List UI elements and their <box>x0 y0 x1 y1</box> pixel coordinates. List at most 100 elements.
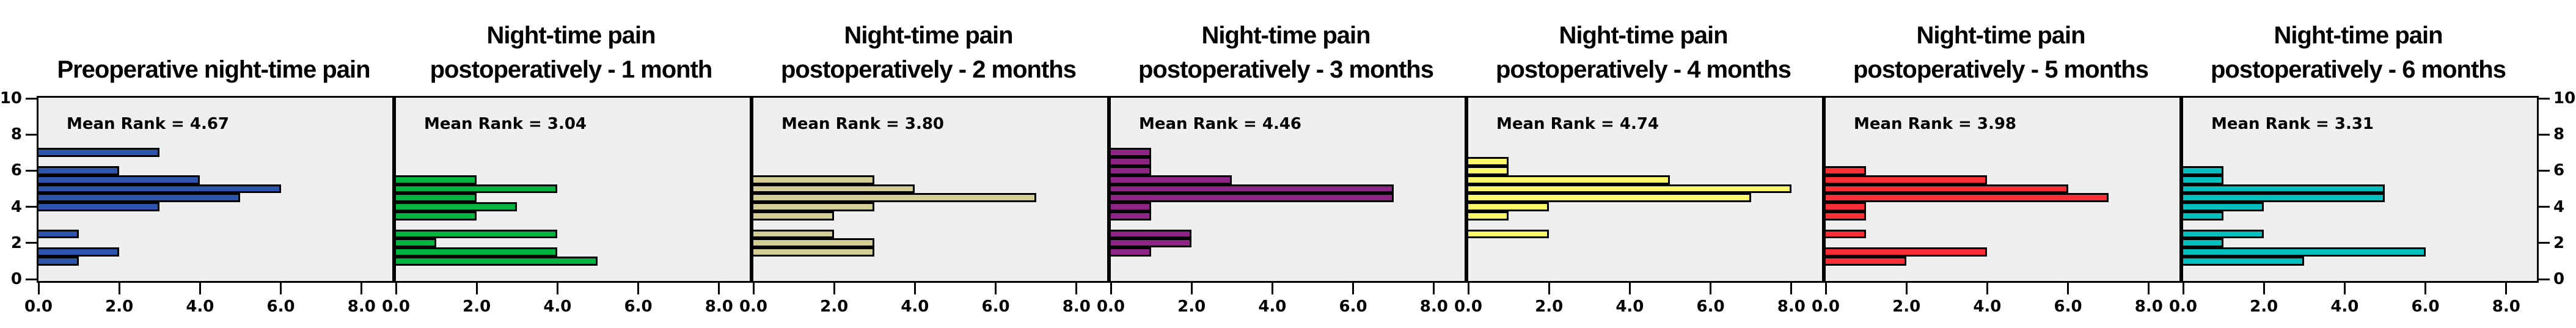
x-axis-tick-label: 6.0 <box>981 297 1010 316</box>
y-axis-tick <box>2539 133 2550 136</box>
x-axis-tick-label: 0.0 <box>24 297 53 316</box>
x-axis-tick-label: 8.0 <box>347 297 376 316</box>
x-axis-tick <box>833 283 835 294</box>
x-axis-tick-label: 0.0 <box>1454 297 1483 316</box>
x-axis-tick-label: 2.0 <box>1535 297 1564 316</box>
x-axis-tick-label: 8.0 <box>704 297 733 316</box>
y-axis-tick-label: 4 <box>2553 197 2565 216</box>
histogram-bar <box>1111 193 1394 203</box>
mean-rank-label: Mean Rank = 4.74 <box>1496 115 1659 133</box>
histogram-bar <box>38 184 281 194</box>
y-axis-tick <box>2539 242 2550 244</box>
x-axis-tick-label: 4.0 <box>1973 297 2002 316</box>
y-axis-tick-label: 10 <box>2553 89 2576 108</box>
x-axis-tick <box>1986 283 1988 294</box>
panel-title-line: Night-time pain <box>1559 22 1728 49</box>
panel-plot-1: Mean Rank = 4.67 0.0 2.0 4.0 6.0 8.0 0 2 4 6 8 10 <box>0 89 394 316</box>
histogram-bar <box>38 148 160 158</box>
y-axis-tick <box>26 242 37 244</box>
histogram-bar <box>1111 166 1152 175</box>
y-axis-tick-label: 2 <box>10 233 22 252</box>
x-axis-tick <box>395 283 397 294</box>
histogram-bar <box>1468 202 1550 211</box>
x-axis-tick <box>1433 283 1435 294</box>
histogram-bar <box>1826 175 1988 184</box>
panel-title-line: Preoperative night-time pain <box>57 56 370 83</box>
x-axis-tick <box>995 283 997 294</box>
panel-title: Night-time pain postoperatively - 6 month… <box>2179 7 2537 87</box>
histogram-bar <box>2183 247 2426 257</box>
panel-title-line: postoperatively - 2 months <box>781 56 1077 83</box>
mean-rank-label: Mean Rank = 3.80 <box>781 115 945 133</box>
panel-title-line: Night-time pain <box>1916 22 2085 49</box>
x-axis-tick <box>2148 283 2150 294</box>
y-axis-tick-label: 0 <box>10 270 22 288</box>
panel-plot-6: Mean Rank = 3.98 0.0 2.0 4.0 6.0 8.0 <box>1812 96 2181 316</box>
x-axis-tick <box>1190 283 1193 294</box>
histogram-bar <box>1826 257 1907 266</box>
histogram-bar <box>753 193 1036 203</box>
panel-title: Night-time pain postoperatively - 1 month <box>392 7 750 87</box>
x-axis-tick-label: 0.0 <box>739 297 768 316</box>
x-axis-tick-label: 6.0 <box>1339 297 1367 316</box>
x-axis-tick <box>1790 283 1793 294</box>
y-axis-tick-label: 10 <box>0 89 22 108</box>
x-axis-tick <box>718 283 720 294</box>
histogram-bar <box>1826 211 1867 220</box>
y-axis-tick-label: 4 <box>10 197 22 216</box>
x-axis-tick-label: 8.0 <box>2492 297 2520 316</box>
histogram-bar <box>2183 211 2224 220</box>
histogram-bar <box>1468 157 1509 166</box>
x-axis-tick-label: 4.0 <box>2330 297 2359 316</box>
histogram-bar <box>753 175 875 184</box>
histogram-bar <box>1468 229 1550 239</box>
histogram-bar <box>1826 184 2068 194</box>
histogram-bar <box>396 238 437 248</box>
histogram-bar <box>2183 175 2224 184</box>
y-axis-tick <box>2539 278 2550 280</box>
y-axis-tick-label: 0 <box>2553 270 2565 288</box>
x-axis-tick <box>2424 283 2427 294</box>
panel-title-line: Night-time pain <box>486 22 656 49</box>
panel-title-line: postoperatively - 3 months <box>1138 56 1434 83</box>
x-axis-tick <box>1548 283 1550 294</box>
x-axis-tick-label: 4.0 <box>1615 297 1644 316</box>
histogram-bar <box>1111 229 1192 239</box>
panel-title: Night-time pain postoperatively - 2 month… <box>750 7 1107 87</box>
x-axis-tick-label: 8.0 <box>1419 297 1448 316</box>
y-axis-tick <box>2539 97 2550 100</box>
y-axis-tick <box>2539 169 2550 172</box>
y-axis-tick-label: 2 <box>2553 233 2565 252</box>
histogram-bar <box>2183 193 2385 203</box>
histogram-bar <box>1826 202 1867 211</box>
x-axis-tick-label: 0.0 <box>2168 297 2198 316</box>
histogram-bar <box>396 257 598 266</box>
y-axis-tick <box>26 133 37 136</box>
histogram-bar <box>396 193 477 203</box>
y-axis-tick <box>26 97 37 100</box>
histogram-bar <box>1468 184 1791 194</box>
histogram-bar <box>38 166 120 175</box>
x-axis-tick-label: 4.0 <box>901 297 929 316</box>
histogram-bar <box>753 229 835 239</box>
histogram-bar <box>38 193 241 203</box>
x-axis-tick <box>199 283 201 294</box>
x-axis-tick-label: 6.0 <box>1696 297 1725 316</box>
x-axis-tick <box>1110 283 1112 294</box>
panel-title-line: Night-time pain <box>844 22 1013 49</box>
x-axis-tick-label: 8.0 <box>1777 297 1806 316</box>
panel-title-line: postoperatively - 6 months <box>2211 56 2506 83</box>
histogram-bar <box>1111 238 1192 248</box>
mean-rank-label: Mean Rank = 3.31 <box>2211 115 2374 133</box>
panel-title-line: postoperatively - 1 month <box>430 56 713 83</box>
mean-rank-label: Mean Rank = 4.46 <box>1139 115 1302 133</box>
x-axis-tick <box>637 283 640 294</box>
y-axis-tick <box>26 278 37 280</box>
x-axis-tick <box>913 283 916 294</box>
y-axis-tick-label: 8 <box>2553 125 2565 144</box>
histogram-bar <box>396 202 518 211</box>
x-axis-tick-label: 4.0 <box>1258 297 1287 316</box>
x-axis-tick-label: 2.0 <box>1177 297 1206 316</box>
x-axis-tick <box>1824 283 1827 294</box>
